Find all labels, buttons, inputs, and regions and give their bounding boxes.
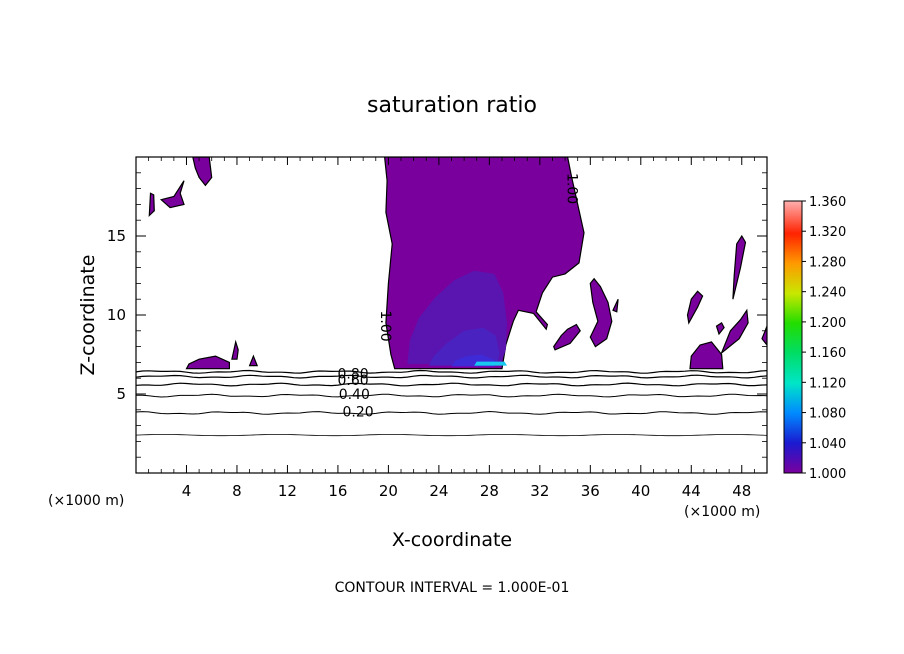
region-far-left-sliver xyxy=(148,192,155,217)
contour-labels: 1.00 1.00 0.800.600.400.20 xyxy=(338,173,580,420)
region-right-column-44-upper xyxy=(686,290,704,325)
chart-title: saturation ratio xyxy=(367,93,537,118)
region-far-right-upper xyxy=(732,234,747,300)
region-right-column-45 xyxy=(689,341,724,370)
x-tick-label: 44 xyxy=(682,482,701,500)
contour-label-4: 0.40 xyxy=(339,387,370,403)
contour-label-0: 1.00 xyxy=(564,173,580,204)
y-tick-label: 5 xyxy=(116,385,126,403)
colorbar-label: 1.280 xyxy=(809,255,846,270)
contour-0.2 xyxy=(136,410,767,415)
enhanced-fills xyxy=(407,270,507,367)
x-tick-label: 16 xyxy=(328,482,347,500)
colorbar-label: 1.000 xyxy=(809,467,846,482)
colorbar-label: 1.040 xyxy=(809,437,846,452)
contour-interval-note: CONTOUR INTERVAL = 1.000E-01 xyxy=(335,580,570,596)
region-right-column-38 xyxy=(612,298,619,313)
x-axis-units-right: (×1000 m) xyxy=(684,504,760,520)
colorbar-label: 1.320 xyxy=(809,225,846,240)
colorbar: 1.360 1.320 1.280 1.240 1.200 1.160 1.120 1.080… xyxy=(783,195,846,482)
region-surface-bump-4-7 xyxy=(185,355,230,370)
y-axis-ticks: 5 10 15 xyxy=(107,172,767,458)
contour-lowest xyxy=(136,434,767,437)
plot-area xyxy=(136,157,767,437)
region-right-column-47-small xyxy=(715,322,725,336)
colorbar-label: 1.240 xyxy=(809,286,846,301)
region-surface-bump-9 xyxy=(248,354,259,367)
region-left-blob xyxy=(159,180,185,209)
x-tick-label: 20 xyxy=(379,482,398,500)
x-tick-label: 8 xyxy=(232,482,242,500)
x-tick-label: 28 xyxy=(480,482,499,500)
region-right-column-33 xyxy=(553,323,581,351)
contour-0.9 xyxy=(136,369,767,374)
contour-0.6 xyxy=(136,382,767,387)
y-tick-label: 10 xyxy=(107,306,126,324)
colorbar-label: 1.200 xyxy=(809,316,846,331)
x-tick-label: 48 xyxy=(732,482,751,500)
x-tick-label: 24 xyxy=(429,482,448,500)
contour-label-1: 1.00 xyxy=(377,311,393,342)
region-upper-left-patch xyxy=(192,157,213,187)
x-axis-ticks: 4 8 12 16 20 24 28 32 36 40 44 48 xyxy=(148,157,755,500)
x-tick-label: 32 xyxy=(530,482,549,500)
x-axis-label: X-coordinate xyxy=(392,529,512,551)
region-right-edge xyxy=(761,325,767,346)
region-surface-bump-8 xyxy=(231,339,239,360)
colorbar-labels: 1.360 1.320 1.280 1.240 1.200 1.160 1.120 1.080… xyxy=(802,195,846,482)
colorbar-label: 1.120 xyxy=(809,376,846,391)
colorbar-label: 1.160 xyxy=(809,346,846,361)
contour-label-3: 0.60 xyxy=(338,373,369,389)
x-tick-label: 40 xyxy=(631,482,650,500)
colorbar-label: 1.360 xyxy=(809,195,846,210)
y-axis-label: Z-coordinate xyxy=(77,255,99,376)
x-tick-label: 36 xyxy=(581,482,600,500)
x-tick-label: 12 xyxy=(278,482,297,500)
core-peak-1.10 xyxy=(474,361,507,366)
contour-label-5: 0.20 xyxy=(343,404,374,420)
colorbar-gradient xyxy=(783,200,803,474)
contour-label-2: 0.80 xyxy=(338,367,369,383)
x-axis-units-left: (×1000 m) xyxy=(48,493,124,509)
contour-lines xyxy=(136,369,767,437)
contour-0.8 xyxy=(136,374,767,379)
contour-0.4 xyxy=(136,393,767,398)
y-tick-label: 15 xyxy=(107,227,126,245)
x-tick-label: 4 xyxy=(182,482,192,500)
region-right-column-47 xyxy=(720,308,749,355)
colorbar-label: 1.080 xyxy=(809,407,846,422)
region-right-column-37 xyxy=(589,277,613,348)
